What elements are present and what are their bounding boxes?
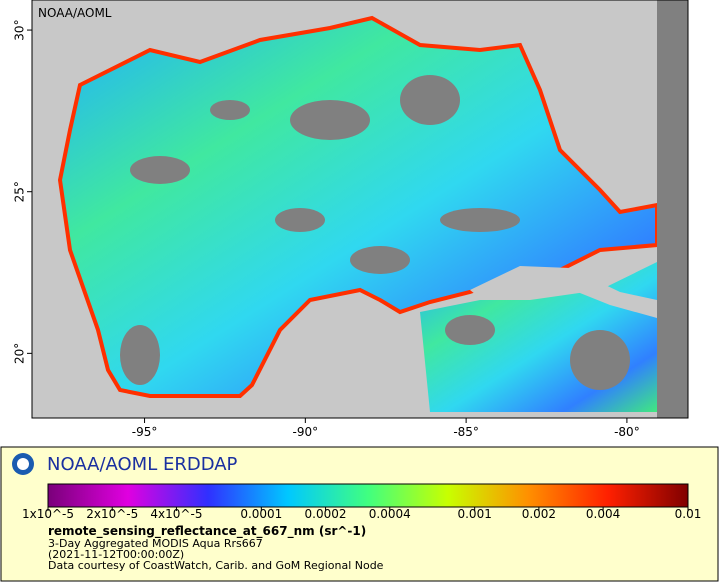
colorbar-tick-label: 0.0001 <box>240 507 282 521</box>
legend-panel <box>0 446 719 582</box>
y-tick-label: 25° <box>13 181 27 202</box>
variable: remote_sensing_reflectance_at_667_nm (sr… <box>48 524 366 539</box>
x-tick-label: -80° <box>614 425 640 439</box>
no-data <box>120 75 630 390</box>
watermark: NOAA/AOML <box>38 6 112 20</box>
colorbar-tick-label: 0.004 <box>586 507 620 521</box>
x-tick-label: -95° <box>132 425 158 439</box>
noaa-logo-inner <box>17 458 29 470</box>
map-frame <box>31 0 689 419</box>
y-tick-label: 20° <box>13 343 27 364</box>
colorbar-tick-label: 4x10^-5 <box>150 507 202 521</box>
y-tick-label: 30° <box>13 19 27 40</box>
colorbar-tick-label: 0.001 <box>457 507 491 521</box>
map: NOAA/AOML <box>31 0 689 419</box>
x-tick-label: -90° <box>293 425 319 439</box>
no-data-edge <box>657 0 688 418</box>
colorbar-tick-label: 1x10^-5 <box>22 507 74 521</box>
colorbar <box>47 483 689 508</box>
legend: NOAA/AOML ERDDAP remote_sensing_reflecta… <box>0 446 719 582</box>
colorbar-tick-label: 0.0002 <box>305 507 347 521</box>
colorbar-tick-label: 2x10^-5 <box>86 507 138 521</box>
colorbar-tick-label: 0.01 <box>675 507 702 521</box>
colorbar-tick-label: 0.002 <box>522 507 556 521</box>
info-line: 3-Day Aggregated MODIS Aqua Rrs667 <box>48 537 263 550</box>
x-tick-label: -85° <box>453 425 479 439</box>
brand: NOAA/AOML ERDDAP <box>47 454 238 475</box>
cuba <box>470 266 657 318</box>
info-line: Data courtesy of CoastWatch, Carib. and … <box>48 559 384 572</box>
colorbar-tick-label: 0.0004 <box>369 507 411 521</box>
info-line: (2021-11-12T00:00:00Z) <box>48 548 184 561</box>
